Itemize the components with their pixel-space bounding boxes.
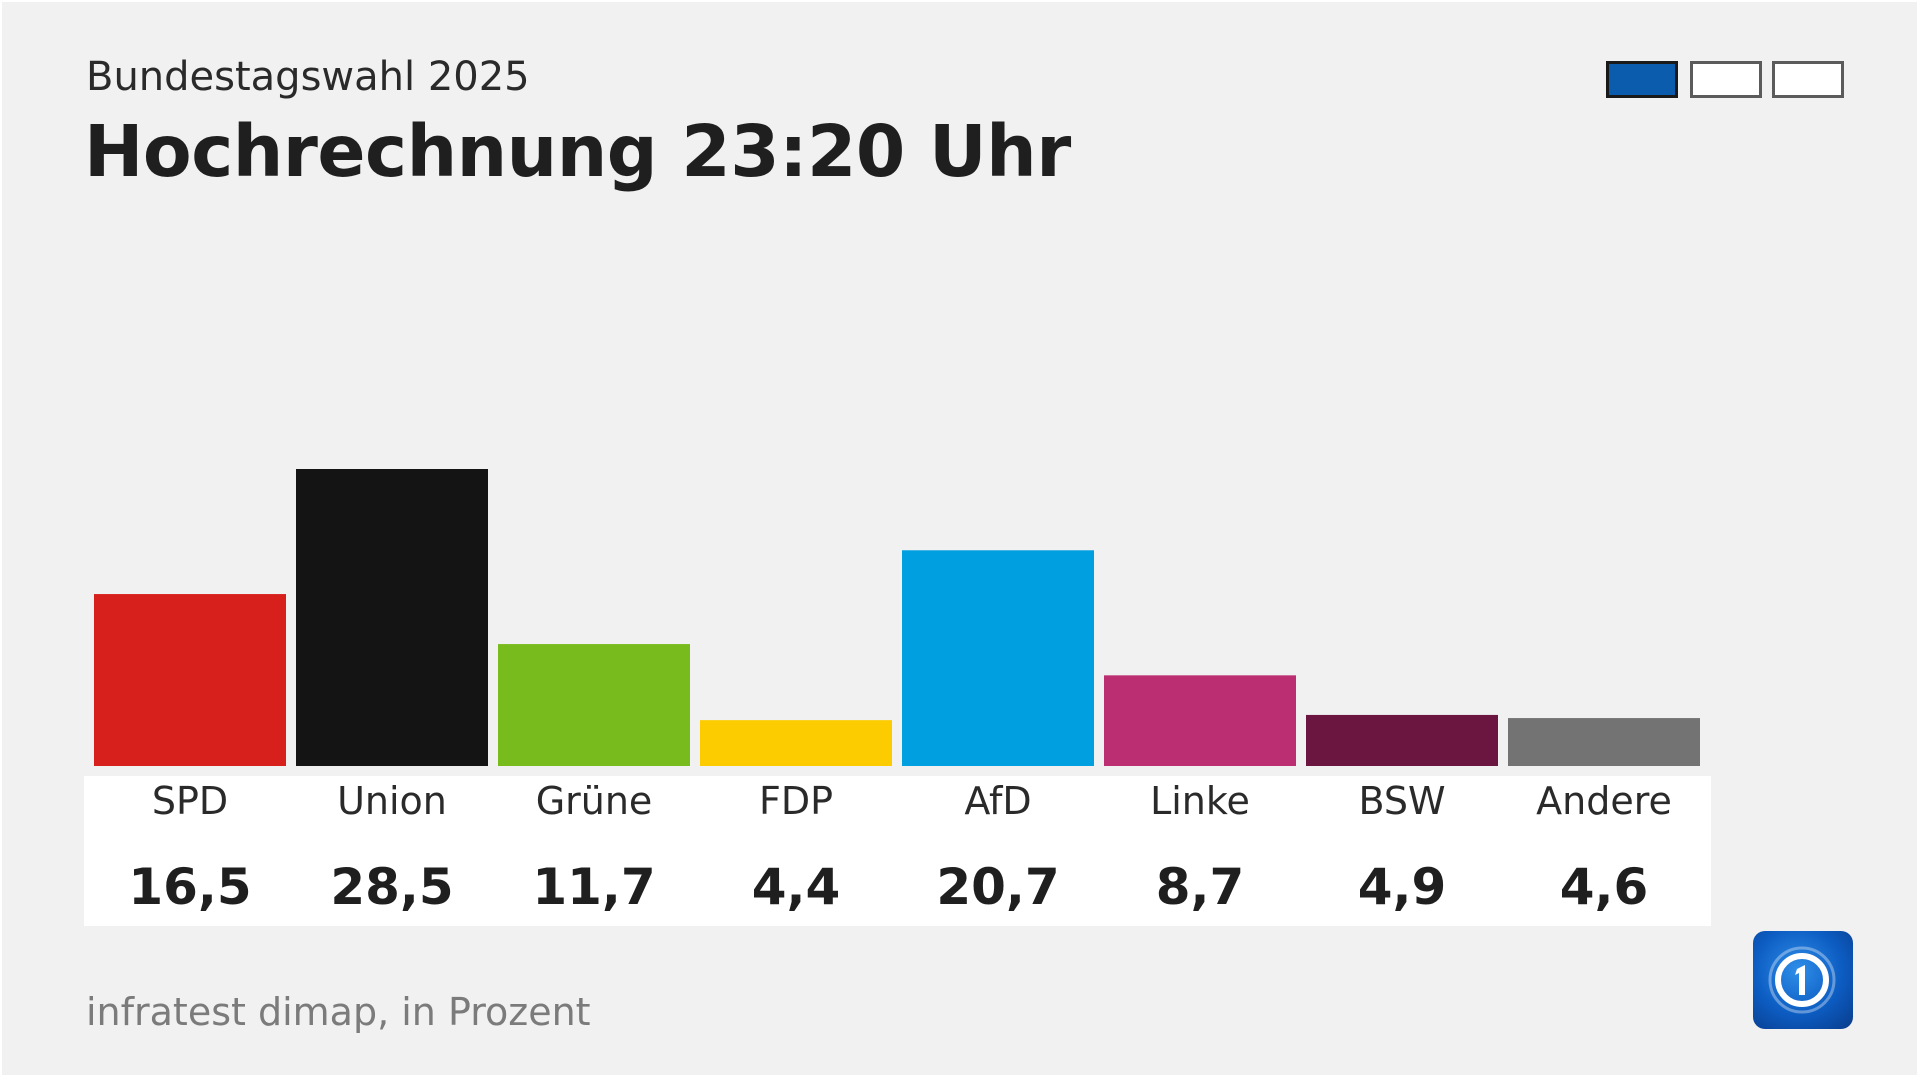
bar-grne — [498, 644, 690, 766]
value-label: 16,5 — [128, 858, 251, 916]
page-dot-2[interactable] — [1690, 61, 1762, 98]
value-label: 20,7 — [936, 858, 1059, 916]
bar-spd — [94, 594, 286, 766]
bar-andere — [1508, 718, 1700, 766]
source-note: infratest dimap, in Prozent — [86, 990, 591, 1034]
bar-union — [296, 469, 488, 766]
chart-title: Hochrechnung 23:20 Uhr — [84, 110, 1071, 193]
category-label: FDP — [759, 779, 833, 823]
value-label: 11,7 — [532, 858, 655, 916]
category-label: Grüne — [536, 779, 653, 823]
value-label: 4,9 — [1358, 858, 1447, 916]
page-indicator — [1606, 61, 1846, 98]
category-label: AfD — [964, 779, 1031, 823]
category-label: BSW — [1358, 779, 1445, 823]
value-label: 4,6 — [1560, 858, 1649, 916]
page-dot-1[interactable] — [1606, 61, 1678, 98]
page-dot-3[interactable] — [1772, 61, 1844, 98]
value-label: 8,7 — [1156, 858, 1245, 916]
bar-afd — [902, 550, 1094, 766]
category-label: SPD — [152, 779, 228, 823]
category-label: Union — [337, 779, 447, 823]
value-label: 28,5 — [330, 858, 453, 916]
label-panel — [84, 776, 1711, 926]
bar-linke — [1104, 675, 1296, 766]
ard-logo-icon — [1753, 931, 1853, 1029]
value-label: 4,4 — [752, 858, 841, 916]
bar-fdp — [700, 720, 892, 766]
category-label: Andere — [1536, 779, 1672, 823]
category-label: Linke — [1150, 779, 1250, 823]
chart-subtitle: Bundestagswahl 2025 — [86, 54, 530, 100]
bar-bsw — [1306, 714, 1498, 766]
